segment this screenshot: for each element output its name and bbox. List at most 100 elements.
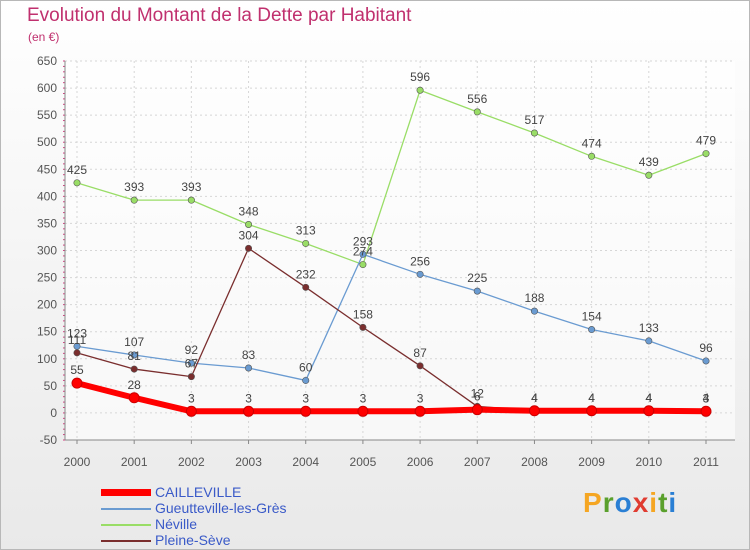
x-tick-label: 2008 [521, 455, 548, 469]
logo-letter: P [583, 487, 603, 518]
data-label: 517 [524, 113, 544, 127]
data-point [643, 405, 655, 417]
y-tick-label: 500 [37, 135, 57, 149]
data-label: 479 [696, 134, 716, 148]
data-label: 83 [242, 348, 256, 362]
data-point [73, 179, 81, 187]
data-label: 96 [699, 341, 713, 355]
legend-swatch [101, 540, 151, 542]
x-tick-label: 2004 [292, 455, 319, 469]
data-label: 4 [531, 391, 538, 405]
legend-swatch [101, 489, 151, 496]
data-point [73, 349, 81, 357]
data-point [702, 357, 710, 365]
data-label: 60 [299, 360, 313, 374]
data-label: 313 [296, 223, 316, 237]
data-point [588, 152, 596, 160]
data-label: 81 [128, 349, 142, 363]
data-point [130, 365, 138, 373]
data-point [302, 376, 310, 384]
data-point [185, 405, 197, 417]
data-point [245, 244, 253, 252]
data-label: 158 [353, 307, 373, 321]
data-point [471, 404, 483, 416]
x-tick-label: 2002 [178, 455, 205, 469]
data-label: 154 [582, 310, 602, 324]
logo-letter: i [649, 487, 659, 518]
data-point [187, 359, 195, 367]
data-label: 28 [128, 378, 142, 392]
chart-title: Evolution du Montant de la Dette par Hab… [27, 5, 412, 26]
logo-letter: r [602, 487, 615, 518]
data-point [359, 323, 367, 331]
data-label: 3 [188, 391, 195, 405]
y-tick-label: 200 [37, 298, 57, 312]
data-point [645, 337, 653, 345]
data-label: 3 [417, 391, 424, 405]
logo-letter: i [668, 487, 678, 518]
data-point [530, 307, 538, 315]
data-point [302, 283, 310, 291]
data-label: 596 [410, 70, 430, 84]
data-label: 393 [181, 180, 201, 194]
data-label: 232 [296, 267, 316, 281]
data-label: 3 [360, 391, 367, 405]
data-label: 4 [645, 391, 652, 405]
y-tick-label: 550 [37, 108, 57, 122]
x-tick-label: 2003 [235, 455, 262, 469]
data-point [302, 239, 310, 247]
x-tick-label: 2007 [464, 455, 491, 469]
data-label: 3 [703, 391, 710, 405]
x-tick-label: 2000 [64, 455, 91, 469]
data-point [586, 405, 598, 417]
y-tick-label: -50 [40, 433, 58, 447]
x-tick-label: 2001 [121, 455, 148, 469]
y-tick-label: 600 [37, 81, 57, 95]
data-point [700, 405, 712, 417]
data-point [130, 351, 138, 359]
x-tick-label: 2009 [578, 455, 605, 469]
data-label: 67 [185, 357, 199, 371]
data-label: 556 [467, 92, 487, 106]
series-line [76, 253, 707, 382]
legend-swatch [101, 524, 151, 526]
data-point [187, 373, 195, 381]
data-label: 474 [582, 136, 602, 150]
chart-unit-label: (en €) [28, 30, 60, 44]
data-label: 393 [124, 180, 144, 194]
data-point [530, 129, 538, 137]
data-label: 123 [67, 326, 87, 340]
data-point [245, 221, 253, 229]
data-label: 3 [245, 391, 252, 405]
data-label: 6 [474, 390, 481, 404]
data-label: 348 [239, 205, 259, 219]
data-label: 256 [410, 254, 430, 268]
data-label: 4 [531, 391, 538, 405]
series-line [76, 89, 707, 266]
data-point [359, 250, 367, 258]
y-tick-label: 400 [37, 189, 57, 203]
data-label: 425 [67, 163, 87, 177]
data-point [357, 405, 369, 417]
data-label: 274 [353, 245, 373, 259]
proxiti-logo: Proxiti [583, 487, 677, 519]
data-point [128, 392, 140, 404]
series-line [76, 380, 707, 415]
data-label: 92 [185, 343, 199, 357]
data-label: 87 [413, 346, 427, 360]
data-point [416, 362, 424, 370]
data-point [528, 405, 540, 417]
data-point [588, 326, 596, 334]
data-label: 225 [467, 271, 487, 285]
data-point [416, 86, 424, 94]
data-label: 12 [471, 386, 485, 400]
legend-label: CAILLEVILLE [155, 484, 242, 500]
x-tick-label: 2011 [693, 455, 719, 469]
data-point [473, 287, 481, 295]
legend-label: Néville [155, 516, 198, 532]
data-label: 293 [353, 234, 373, 248]
data-point [243, 405, 255, 417]
data-label: 439 [639, 155, 659, 169]
x-tick-label: 2010 [635, 455, 662, 469]
data-label: 111 [68, 333, 87, 347]
